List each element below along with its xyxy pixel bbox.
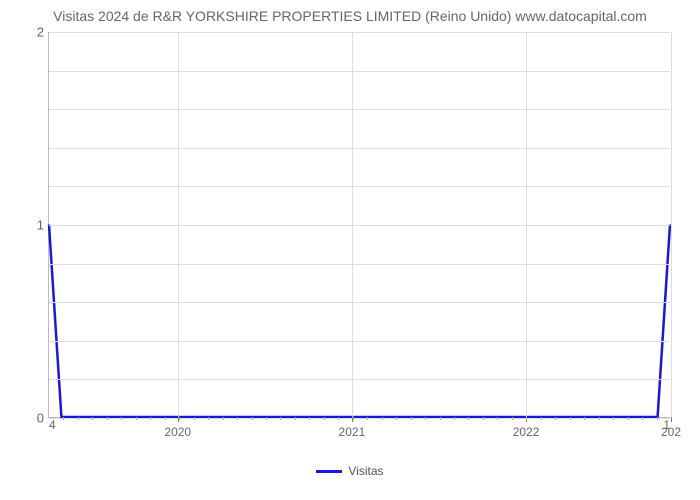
grid-line — [352, 32, 353, 417]
x-minor-tick — [92, 417, 93, 420]
x-minor-tick — [497, 417, 498, 420]
x-minor-tick — [78, 417, 79, 420]
x-minor-tick — [324, 417, 325, 420]
grid-line — [49, 186, 670, 187]
grid-line — [49, 32, 670, 33]
x-minor-tick — [440, 417, 441, 420]
grid-line — [49, 302, 670, 303]
chart-title: Visitas 2024 de R&R YORKSHIRE PROPERTIES… — [53, 8, 647, 24]
x-minor-tick — [266, 417, 267, 420]
grid-line — [49, 418, 670, 419]
x-minor-tick — [526, 417, 527, 420]
grid-line — [49, 109, 670, 110]
grid-line — [178, 32, 179, 417]
x-minor-tick — [150, 417, 151, 420]
x-minor-tick — [483, 417, 484, 420]
x-minor-tick — [63, 417, 64, 420]
grid-line — [49, 71, 670, 72]
x-minor-tick — [425, 417, 426, 420]
x-minor-tick — [179, 417, 180, 420]
x-minor-tick — [136, 417, 137, 420]
x-minor-tick — [454, 417, 455, 420]
x-minor-tick — [468, 417, 469, 420]
grid-line — [49, 148, 670, 149]
x-tick-label: 2021 — [339, 425, 366, 439]
x-minor-tick — [223, 417, 224, 420]
x-minor-tick — [628, 417, 629, 420]
x-minor-tick — [541, 417, 542, 420]
x-tick-label: 2020 — [164, 425, 191, 439]
grid-line — [49, 379, 670, 380]
x-minor-tick — [295, 417, 296, 420]
x-minor-tick — [599, 417, 600, 420]
legend-label: Visitas — [348, 464, 383, 478]
x-minor-tick — [194, 417, 195, 420]
x-end-label: 1 — [663, 418, 670, 432]
grid-line — [671, 32, 672, 417]
x-minor-tick — [396, 417, 397, 420]
y-tick-label: 1 — [37, 218, 44, 233]
x-start-label: 4 — [49, 418, 56, 432]
legend: Visitas — [316, 464, 383, 478]
grid-line — [49, 264, 670, 265]
x-minor-tick — [570, 417, 571, 420]
grid-line — [526, 32, 527, 417]
y-tick-label: 2 — [37, 25, 44, 40]
x-minor-tick — [165, 417, 166, 420]
grid-line — [49, 341, 670, 342]
grid-line — [49, 225, 670, 226]
x-minor-tick — [555, 417, 556, 420]
x-minor-tick — [512, 417, 513, 420]
x-minor-tick — [338, 417, 339, 420]
x-minor-tick — [121, 417, 122, 420]
x-minor-tick — [252, 417, 253, 420]
x-minor-tick — [382, 417, 383, 420]
x-minor-tick — [353, 417, 354, 420]
x-minor-tick — [657, 417, 658, 420]
x-minor-tick — [208, 417, 209, 420]
x-tick-label: 2022 — [513, 425, 540, 439]
x-minor-tick — [367, 417, 368, 420]
x-minor-tick — [613, 417, 614, 420]
x-minor-tick — [411, 417, 412, 420]
x-minor-tick — [107, 417, 108, 420]
y-tick-label: 0 — [37, 411, 44, 426]
x-minor-tick — [584, 417, 585, 420]
plot-area: 20202021202220241 — [48, 32, 670, 418]
x-minor-tick — [280, 417, 281, 420]
legend-swatch — [316, 470, 342, 473]
x-minor-tick — [642, 417, 643, 420]
x-minor-tick — [237, 417, 238, 420]
chart-area: 20202021202220241 0 1 2 — [20, 28, 680, 458]
x-tick — [671, 417, 672, 422]
x-minor-tick — [309, 417, 310, 420]
